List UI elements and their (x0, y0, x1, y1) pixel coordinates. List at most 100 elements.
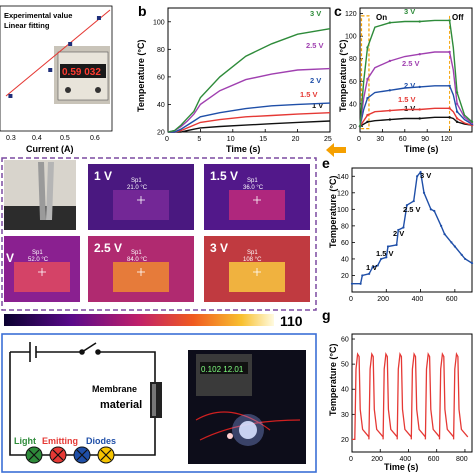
c-off-label: Off (452, 13, 464, 22)
y-tick-label: 60 (341, 240, 349, 247)
ir-sp-label: Sp1 (32, 250, 43, 256)
series-line (168, 102, 331, 133)
y-tick-label: 20 (349, 124, 357, 131)
step-marker (422, 191, 426, 194)
step-label: 3 V (420, 171, 431, 180)
x-tick-label: 60 (399, 136, 407, 143)
step-marker (395, 243, 398, 246)
ir-hot-zone (229, 262, 285, 292)
x-tick-label: 0 (357, 136, 361, 143)
x-tick-label: 600 (428, 456, 440, 463)
plot-frame (351, 333, 473, 453)
series-marker (448, 84, 451, 87)
c-ylabel: Temperature (°C) (338, 40, 348, 112)
a-xlabel: Current (A) (26, 144, 74, 154)
step-marker (440, 224, 443, 227)
legend-experimental: Experimental value (4, 11, 72, 20)
y-tick-label: 60 (341, 337, 349, 344)
ir-hot-zone (14, 262, 70, 292)
series-marker (455, 102, 459, 106)
legend-linear-fit: Linear fitting (4, 21, 50, 30)
panel-a: Experimental value Linear fitting 0.59 0… (0, 5, 113, 154)
y-tick-label: 140 (337, 174, 349, 181)
led-diodes-word: Diodes (86, 436, 116, 446)
series-marker (418, 53, 421, 56)
step-marker (419, 171, 422, 174)
x-tick-label: 5 (197, 136, 201, 143)
x-tick-label: 0 (349, 456, 353, 463)
panel-e-letter: e (322, 155, 330, 171)
data-point (96, 16, 101, 20)
a-xtick: 0.4 (32, 135, 42, 142)
a-xtick: 0.3 (6, 135, 16, 142)
x-tick-label: 25 (324, 136, 332, 143)
y-tick-label: 20 (157, 130, 165, 137)
y-tick-label: 120 (345, 11, 357, 18)
x-tick-label: 0 (349, 296, 353, 303)
x-tick-label: 400 (399, 456, 411, 463)
c-xlabel: Time (s) (404, 144, 438, 154)
e-ylabel: Temperature (°C) (328, 176, 338, 248)
step-label: 2 V (393, 229, 404, 238)
panel-d-frame (1, 157, 317, 311)
power-supply-photo: 0.59 032 (54, 46, 110, 104)
setup-photo: 0.102 12.01 (188, 350, 306, 464)
data-point (68, 42, 73, 46)
x-tick-label: 400 (412, 296, 424, 303)
step-marker (412, 199, 415, 203)
step-marker (397, 228, 400, 232)
ir-hot-zone (113, 262, 169, 292)
panel-f-frame (1, 333, 317, 473)
y-tick-label: 100 (153, 19, 165, 26)
panel-c: c Temperature (°C) 0 30 60 90 120 20 40 60 80 100… (326, 3, 474, 157)
ir-sp-label: Sp1 (131, 250, 142, 256)
y-tick-label: 120 (337, 190, 349, 197)
step-marker (450, 241, 453, 244)
series-marker (388, 109, 392, 112)
ir-sp-label: Sp1 (131, 178, 142, 184)
step-marker (386, 245, 390, 248)
step-marker (453, 245, 456, 248)
series-line (167, 28, 331, 133)
y-tick-label: 40 (341, 256, 349, 263)
cycle-line (352, 352, 469, 441)
step-marker (433, 209, 436, 213)
step-marker (416, 175, 419, 178)
plot-frame (167, 7, 331, 133)
y-tick-label: 80 (157, 47, 165, 54)
series-marker (448, 116, 451, 119)
step-marker (402, 226, 405, 229)
panel-b-chart: 0 5 10 15 20 25 20 40 60 80 100 1 V 1.5 V 2 V 2.5 V 3 V (153, 7, 332, 143)
led-cross (52, 449, 64, 461)
series-marker (448, 107, 451, 110)
series-marker (388, 89, 392, 92)
series-marker (358, 125, 362, 128)
ir-sp-label: Sp1 (247, 178, 258, 184)
series-marker (388, 59, 392, 63)
y-tick-label: 40 (157, 102, 165, 109)
colorbar (4, 314, 274, 326)
y-tick-label: 40 (341, 387, 349, 394)
colorbar-max: 110 (280, 313, 303, 329)
ir-voltage-label: 3 V (210, 241, 228, 255)
a-xtick: 0.6 (90, 135, 100, 142)
led-cross (76, 449, 88, 461)
step-label: 1 V (366, 263, 377, 272)
b-xlabel: Time (s) (226, 144, 260, 154)
series-marker (455, 117, 459, 120)
series-marker (418, 20, 421, 23)
ir-sp-value: 108 °C (243, 257, 262, 263)
step-marker (376, 264, 379, 267)
y-tick-label: 100 (345, 34, 357, 41)
series-line (359, 107, 473, 127)
y-tick-label: 80 (349, 56, 357, 63)
tweezers-photo (4, 160, 76, 230)
panel-a-legend: Experimental value Linear fitting (4, 11, 72, 30)
y-tick-label: 30 (341, 412, 349, 419)
panel-g-letter: g (322, 307, 331, 323)
series-marker (418, 117, 421, 120)
fit-line (5, 9, 111, 97)
material-label: material (100, 399, 142, 411)
